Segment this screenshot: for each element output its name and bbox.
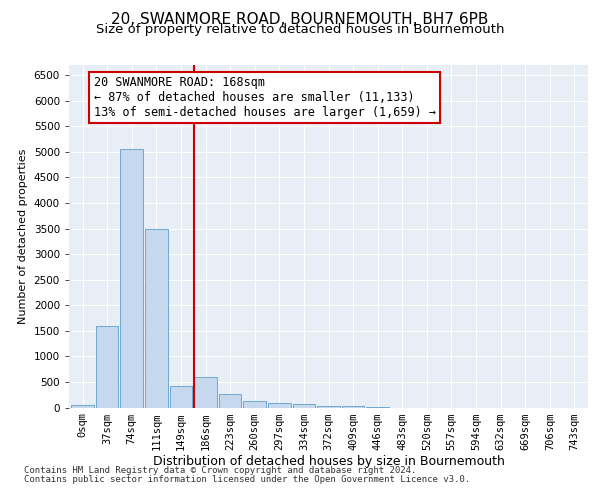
Bar [268, 402, 290, 407]
Bar [96, 326, 118, 407]
Text: Size of property relative to detached houses in Bournemouth: Size of property relative to detached ho… [96, 23, 504, 36]
Bar [317, 406, 340, 407]
Bar [194, 377, 217, 408]
Bar [342, 406, 364, 408]
Bar [170, 386, 192, 407]
Bar [293, 404, 315, 407]
Text: 20, SWANMORE ROAD, BOURNEMOUTH, BH7 6PB: 20, SWANMORE ROAD, BOURNEMOUTH, BH7 6PB [112, 12, 488, 28]
Bar [121, 150, 143, 408]
Bar [244, 401, 266, 407]
Text: Contains HM Land Registry data © Crown copyright and database right 2024.: Contains HM Land Registry data © Crown c… [24, 466, 416, 475]
Bar [71, 405, 94, 407]
X-axis label: Distribution of detached houses by size in Bournemouth: Distribution of detached houses by size … [152, 456, 505, 468]
Text: Contains public sector information licensed under the Open Government Licence v3: Contains public sector information licen… [24, 475, 470, 484]
Text: 20 SWANMORE ROAD: 168sqm
← 87% of detached houses are smaller (11,133)
13% of se: 20 SWANMORE ROAD: 168sqm ← 87% of detach… [94, 76, 436, 119]
Bar [219, 394, 241, 407]
Bar [145, 228, 167, 408]
Y-axis label: Number of detached properties: Number of detached properties [18, 148, 28, 324]
